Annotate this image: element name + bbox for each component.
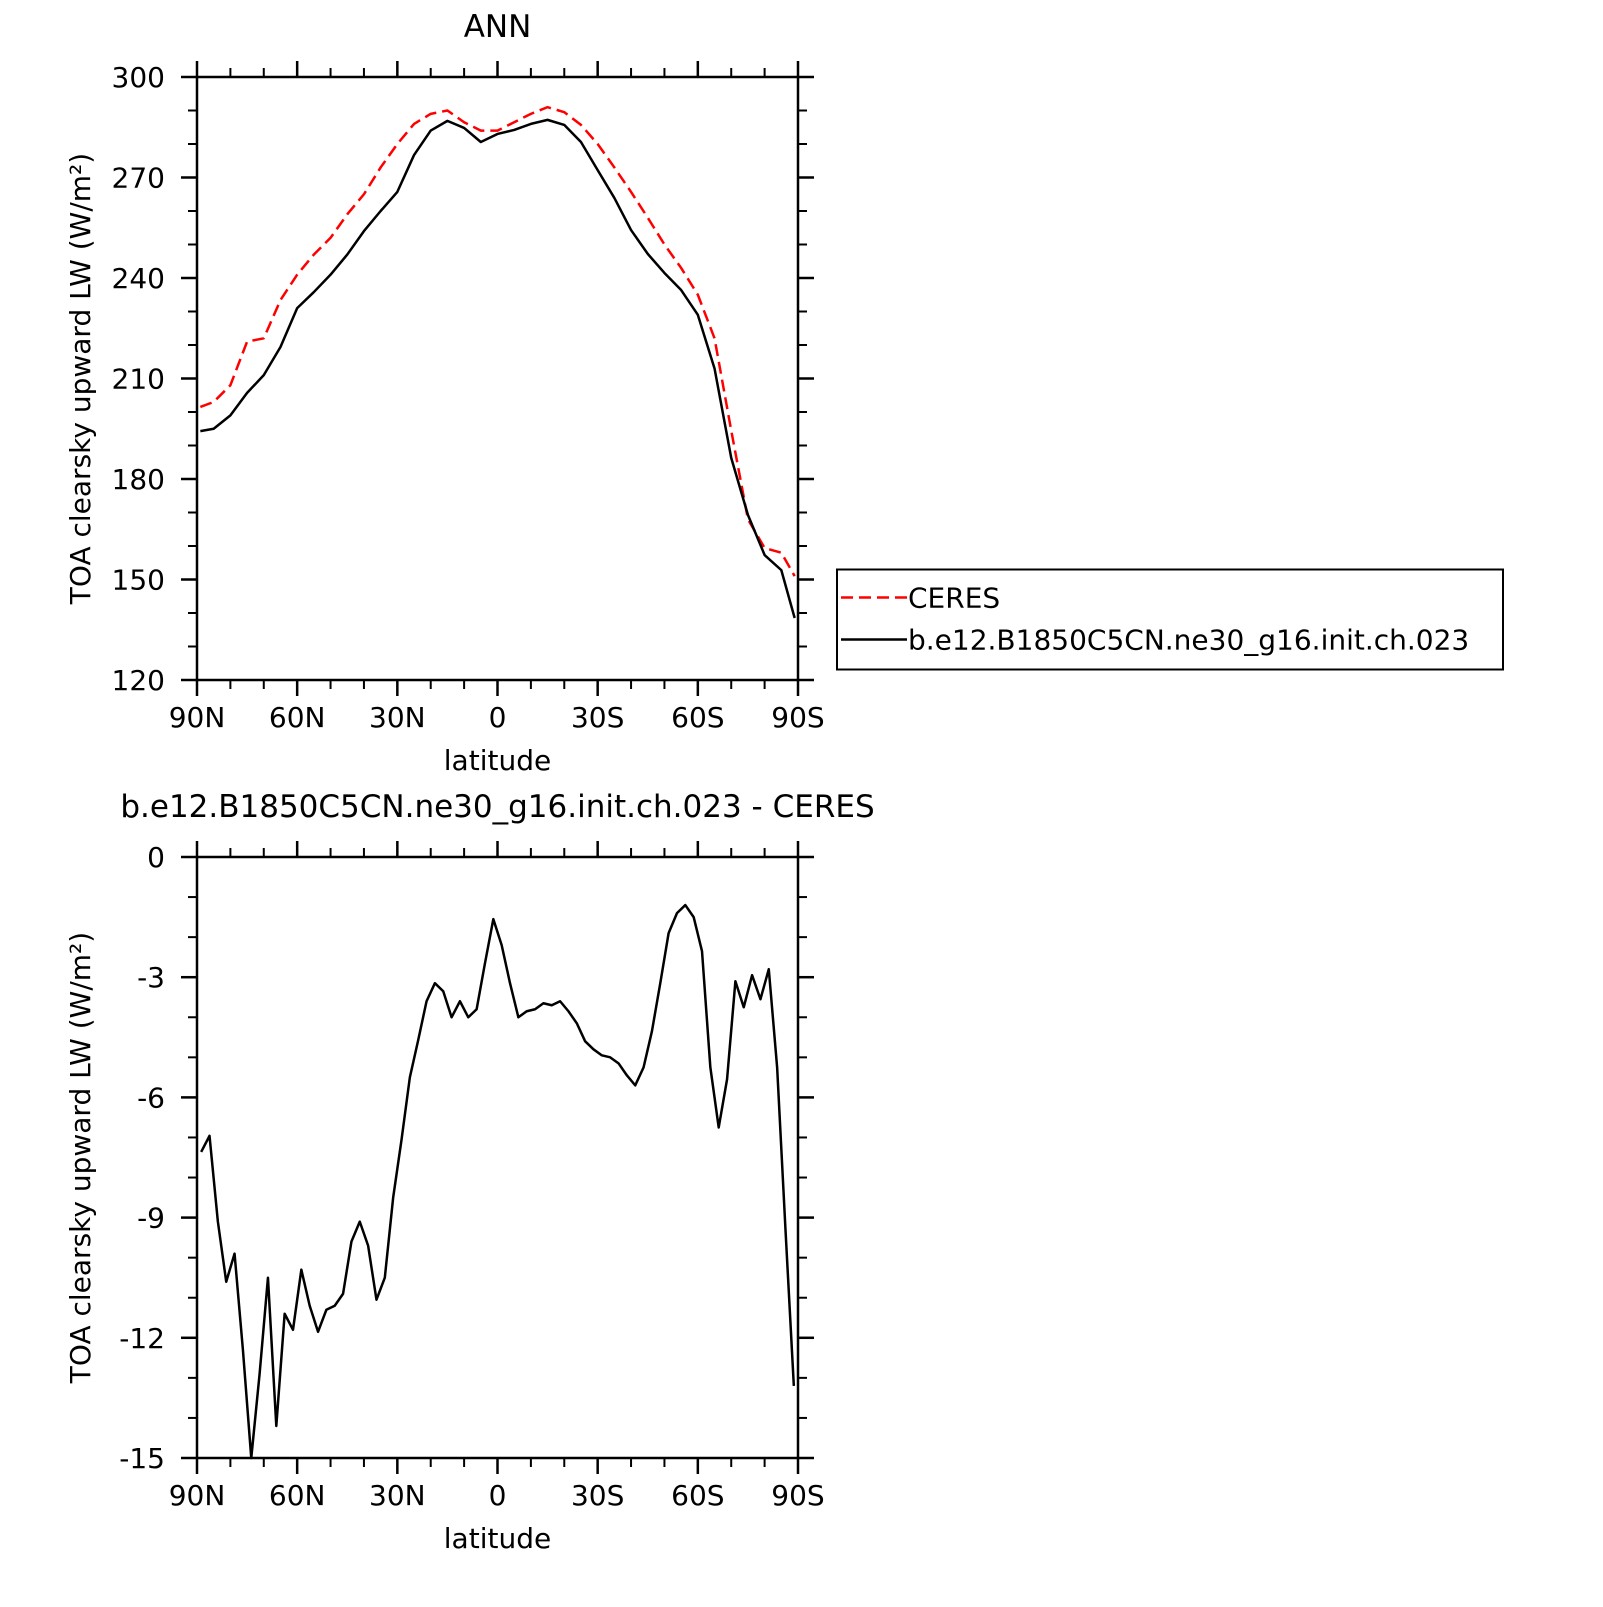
x-tick-label: 30S bbox=[571, 701, 624, 734]
y-tick-label: -15 bbox=[119, 1442, 165, 1475]
x-tick-label: 90S bbox=[771, 1479, 824, 1512]
y-tick-label: 210 bbox=[112, 363, 165, 396]
legend-label: CERES bbox=[908, 582, 1000, 615]
data-line bbox=[200, 903, 796, 1460]
data-line bbox=[199, 105, 796, 577]
y-tick-label: -3 bbox=[137, 961, 165, 994]
x-tick-label: 60S bbox=[671, 701, 724, 734]
y-tick-label: 120 bbox=[112, 664, 165, 697]
x-tick-label: 30N bbox=[369, 1479, 426, 1512]
x-tick-label: 60N bbox=[269, 701, 326, 734]
y-tick-label: 300 bbox=[112, 61, 165, 94]
x-tick-label: 0 bbox=[489, 701, 507, 734]
y-axis-label: TOA clearsky upward LW (W/m²) bbox=[64, 153, 97, 605]
y-axis-label: TOA clearsky upward LW (W/m²) bbox=[64, 932, 97, 1384]
y-tick-label: 240 bbox=[112, 262, 165, 295]
x-tick-label: 60S bbox=[671, 1479, 724, 1512]
x-tick-label: 0 bbox=[489, 1479, 507, 1512]
y-tick-label: -6 bbox=[137, 1081, 165, 1114]
x-axis-label: latitude bbox=[444, 744, 551, 777]
x-tick-label: 90N bbox=[169, 701, 226, 734]
y-tick-label: -9 bbox=[137, 1202, 165, 1235]
y-tick-label: 150 bbox=[112, 564, 165, 597]
chart-title: ANN bbox=[464, 9, 532, 45]
x-tick-label: 30S bbox=[571, 1479, 624, 1512]
chart-title: b.e12.B1850C5CN.ne30_g16.init.ch.023 - C… bbox=[120, 789, 874, 825]
legend-box bbox=[836, 568, 1504, 671]
y-tick-label: 180 bbox=[112, 463, 165, 496]
x-tick-label: 90N bbox=[169, 1479, 226, 1512]
y-tick-label: -12 bbox=[119, 1322, 165, 1355]
legend-label: b.e12.B1850C5CN.ne30_g16.init.ch.023 bbox=[908, 624, 1469, 657]
x-axis-label: latitude bbox=[444, 1522, 551, 1555]
plot-frame bbox=[195, 75, 800, 682]
x-tick-label: 30N bbox=[369, 701, 426, 734]
x-tick-label: 90S bbox=[771, 701, 824, 734]
y-tick-label: 0 bbox=[147, 841, 165, 874]
data-line bbox=[200, 118, 796, 619]
y-tick-label: 270 bbox=[112, 162, 165, 195]
x-tick-label: 60N bbox=[269, 1479, 326, 1512]
plot-frame bbox=[195, 855, 800, 1460]
